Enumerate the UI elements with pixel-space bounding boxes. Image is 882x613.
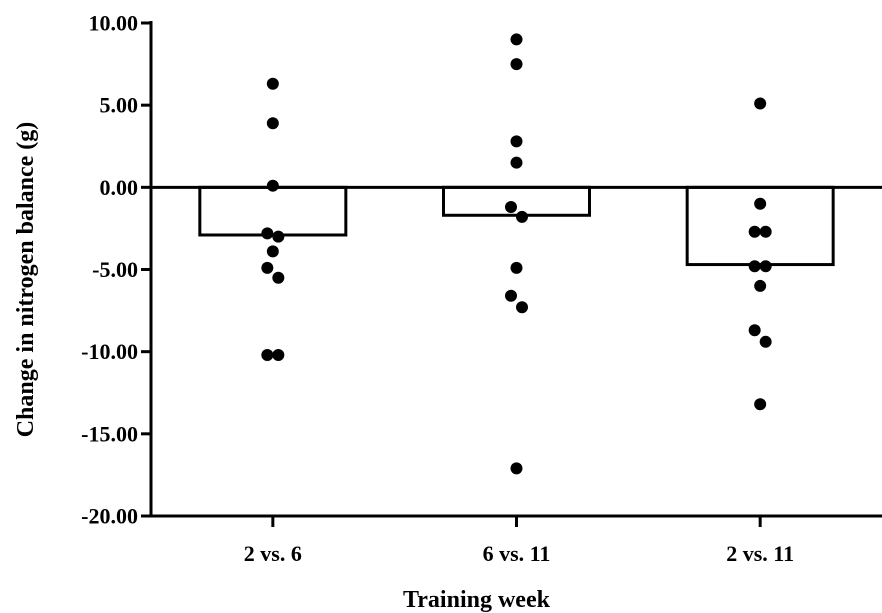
bars <box>198 185 835 267</box>
data-point <box>748 225 761 238</box>
x-tick-label: 2 vs. 6 <box>244 541 302 566</box>
data-point <box>748 260 761 273</box>
data-point <box>510 33 523 46</box>
data-point <box>510 135 523 148</box>
y-tick-label: 10.00 <box>89 11 139 36</box>
bar <box>442 185 591 217</box>
data-point <box>261 261 274 274</box>
y-tick-label: 5.00 <box>100 93 139 118</box>
data-point <box>266 117 279 130</box>
data-point <box>266 179 279 192</box>
data-point <box>272 230 285 243</box>
data-point <box>505 289 517 302</box>
y-tick-label: -15.00 <box>81 421 138 446</box>
data-point <box>759 335 772 348</box>
data-point <box>261 227 274 240</box>
x-axis-title: Training week <box>403 587 551 613</box>
data-point <box>272 271 285 284</box>
data-point <box>516 301 528 314</box>
data-points <box>261 33 772 475</box>
data-point <box>754 197 767 210</box>
data-point <box>759 225 772 238</box>
x-tick-label: 6 vs. 11 <box>483 541 551 566</box>
bar <box>198 185 348 237</box>
data-point <box>754 279 767 292</box>
data-point <box>759 260 772 273</box>
data-point <box>272 348 285 361</box>
data-point <box>505 201 517 214</box>
data-point <box>516 210 528 223</box>
data-point <box>510 58 523 71</box>
data-point <box>261 348 274 361</box>
data-point <box>266 245 279 258</box>
y-axis-title: Change in nitrogen balance (g) <box>13 122 39 438</box>
data-point <box>266 77 279 90</box>
data-point <box>510 462 523 475</box>
x-tick-label: 2 vs. 11 <box>726 541 794 566</box>
y-axis-ticks: 10.00 5.00 0.00 -5.00 -10.00 -15.00 -20.00 <box>81 11 151 529</box>
y-tick-label: -10.00 <box>81 339 138 364</box>
x-axis-ticks: 2 vs. 6 6 vs. 11 2 vs. 11 <box>244 516 794 566</box>
data-point <box>510 156 523 169</box>
y-tick-label: 0.00 <box>100 175 139 200</box>
data-point <box>754 398 767 411</box>
data-point <box>510 261 523 274</box>
data-point <box>754 97 767 110</box>
y-tick-label: -5.00 <box>92 257 138 282</box>
y-tick-label: -20.00 <box>81 504 138 529</box>
data-point <box>748 324 761 337</box>
